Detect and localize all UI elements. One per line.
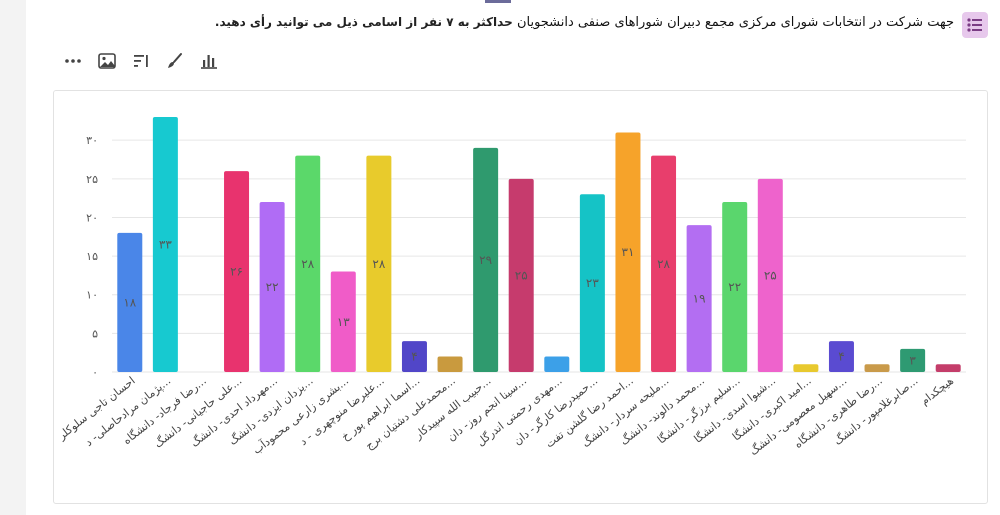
y-tick-label: ۱۵ bbox=[86, 250, 98, 263]
bar-value-label: ۳۱ bbox=[622, 245, 635, 259]
bar[interactable] bbox=[473, 147, 499, 372]
bar[interactable] bbox=[828, 341, 854, 372]
bar[interactable] bbox=[437, 356, 463, 372]
bar-value-label: ۴ bbox=[838, 350, 844, 364]
bar-value-label: ۱۸ bbox=[123, 295, 136, 309]
bar[interactable] bbox=[366, 155, 392, 372]
bar[interactable] bbox=[259, 202, 285, 372]
image-icon[interactable] bbox=[96, 50, 118, 72]
bar-value-label: ۲۸ bbox=[372, 257, 385, 271]
bar-chart-icon[interactable] bbox=[198, 50, 220, 72]
bar-value-label: ۳ bbox=[909, 353, 916, 367]
question-list-icon bbox=[962, 12, 988, 38]
bar-value-label: ۲۹ bbox=[479, 253, 492, 267]
bar[interactable] bbox=[579, 194, 605, 372]
chart-toolbar bbox=[62, 50, 220, 72]
bar-value-label: ۱۹ bbox=[693, 292, 706, 306]
bar-value-label: ۳۳ bbox=[159, 238, 172, 252]
bar[interactable] bbox=[508, 178, 534, 372]
bar-value-label: ۲۲ bbox=[728, 280, 741, 294]
page-left-strip bbox=[0, 0, 26, 515]
bar[interactable] bbox=[117, 232, 143, 372]
y-tick-label: ۰ bbox=[92, 366, 98, 379]
bar[interactable] bbox=[615, 132, 641, 372]
y-tick-label: ۲۰ bbox=[86, 211, 98, 224]
brush-icon[interactable] bbox=[164, 50, 186, 72]
bar-value-label: ۲۸ bbox=[657, 257, 670, 271]
bar[interactable] bbox=[900, 348, 926, 372]
bar-value-label: ۴ bbox=[411, 350, 417, 364]
bar[interactable] bbox=[295, 155, 321, 372]
x-tick-label: هیچکدام bbox=[918, 374, 956, 408]
bar-value-label: ۲۸ bbox=[301, 257, 314, 271]
bar-value-label: ۲۶ bbox=[230, 265, 243, 279]
sort-icon[interactable] bbox=[130, 50, 152, 72]
bar-value-label: ۲۲ bbox=[266, 280, 279, 294]
bar[interactable] bbox=[544, 356, 570, 372]
bar-value-label: ۲۵ bbox=[515, 268, 528, 282]
bar[interactable] bbox=[651, 155, 677, 372]
chart-card: ۰ ۵ ۱۰ ۱۵ ۲۰ ۲۵ ۳۰ ۱۸ احسان تاجی سلوکلر ۳۳ پژمان م… bbox=[53, 90, 988, 504]
bar[interactable] bbox=[757, 178, 783, 372]
bar[interactable] bbox=[330, 271, 356, 372]
bar-value-label: ۲۳ bbox=[586, 276, 599, 290]
question-text: جهت شرکت در انتخابات شورای مرکزی مجمع دب… bbox=[215, 15, 954, 30]
y-tick-label: ۲۵ bbox=[86, 173, 98, 186]
bar-value-label: ۱۳ bbox=[337, 315, 350, 329]
bar[interactable] bbox=[686, 225, 712, 372]
more-icon[interactable] bbox=[62, 50, 84, 72]
bar[interactable] bbox=[864, 364, 890, 372]
y-tick-label: ۳۰ bbox=[86, 134, 98, 147]
bar-value-label: ۲۵ bbox=[764, 268, 777, 282]
bar[interactable] bbox=[401, 341, 427, 372]
top-accent-bar bbox=[485, 0, 511, 3]
bar[interactable] bbox=[224, 171, 250, 372]
bar[interactable] bbox=[935, 364, 961, 372]
bar[interactable] bbox=[793, 364, 819, 372]
bar[interactable] bbox=[152, 117, 178, 372]
bar[interactable] bbox=[722, 202, 748, 372]
question-rest: حداکثر به ۷ نفر از اسامی ذیل می توانید ر… bbox=[214, 15, 513, 29]
y-tick-label: ۱۰ bbox=[86, 289, 98, 302]
y-tick-label: ۵ bbox=[92, 327, 98, 340]
question-head: جهت شرکت در انتخابات شورای مرکزی مجمع دب… bbox=[516, 15, 954, 30]
